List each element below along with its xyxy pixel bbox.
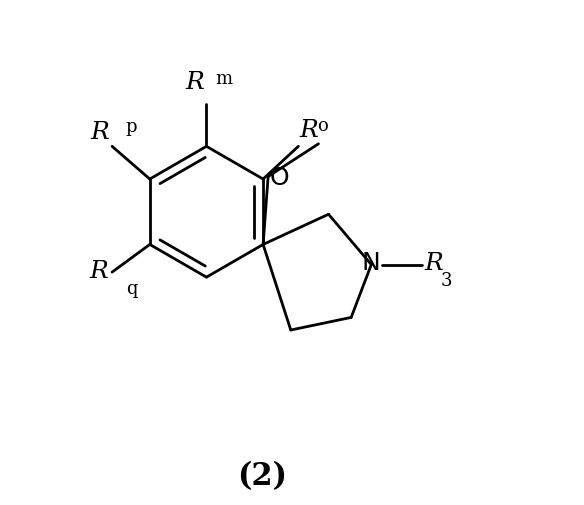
Text: N: N: [362, 250, 381, 275]
Text: q: q: [126, 279, 137, 297]
Text: R: R: [300, 119, 319, 142]
Text: 3: 3: [441, 271, 452, 289]
Text: R: R: [185, 71, 204, 94]
Text: m: m: [215, 70, 232, 88]
Text: O: O: [269, 165, 289, 189]
Text: R: R: [91, 121, 110, 143]
Text: R: R: [90, 260, 109, 283]
Text: (2): (2): [237, 461, 287, 491]
Text: o: o: [317, 117, 328, 134]
Text: R: R: [424, 251, 443, 274]
Text: p: p: [126, 118, 137, 135]
